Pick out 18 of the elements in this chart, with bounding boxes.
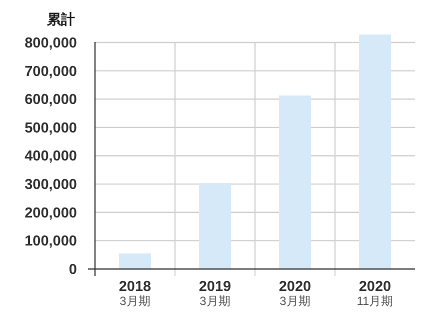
y-tick-label: 600,000 [24, 92, 77, 108]
y-tick-label: 800,000 [24, 35, 77, 52]
x-tick-label: 2018 3月期 [118, 279, 152, 308]
x-tick-label: 2020 3月期 [278, 279, 312, 308]
x-tick-label: 2019 3月期 [198, 279, 232, 308]
x-tick-label: 2020 11月期 [356, 279, 394, 308]
y-tick-label: 200,000 [24, 205, 77, 222]
bar [119, 253, 151, 269]
y-tick-label: 400,000 [24, 148, 77, 165]
y-tick-label: 0 [68, 262, 77, 278]
bar [279, 95, 311, 269]
chart-title: 累計 [46, 11, 75, 27]
bar [199, 184, 231, 269]
bar [359, 34, 391, 269]
y-tick-label: 100,000 [24, 234, 77, 250]
y-tick-label: 500,000 [24, 120, 77, 136]
y-tick-label: 700,000 [24, 64, 77, 80]
y-tick-label: 300,000 [24, 177, 77, 194]
